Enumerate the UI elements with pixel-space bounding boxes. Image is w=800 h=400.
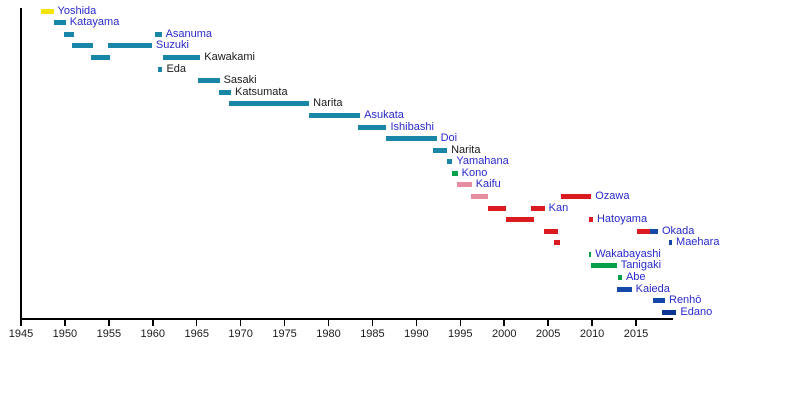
leader-label-doi[interactable]: Doi	[440, 132, 458, 145]
leader-label-asanuma[interactable]: Asanuma	[165, 27, 213, 40]
leader-label-sasaki: Sasaki	[223, 74, 257, 87]
x-axis-tick	[239, 320, 242, 326]
timeline-bar-kono-ldp	[451, 170, 458, 176]
leader-label-kaifu[interactable]: Kaifu	[475, 178, 501, 191]
timeline-bar-okada-dpj	[543, 228, 558, 234]
timeline-bar-doi-sdp	[386, 136, 437, 142]
x-axis-tick	[415, 320, 418, 326]
x-axis-tick-label: 2015	[623, 328, 649, 340]
timeline-bar-eda-sdp	[158, 66, 163, 72]
x-axis-tick-label: 1945	[8, 328, 34, 340]
timeline-bar-maehara-dpj	[554, 240, 560, 246]
leader-label-kawakami: Kawakami	[204, 51, 255, 64]
x-axis-tick-label: 2010	[579, 328, 605, 340]
timeline-bar-hatoyama-dpj	[505, 217, 535, 223]
timeline-bar-katsumata-sdp	[218, 89, 231, 95]
x-axis-tick	[503, 320, 505, 326]
leader-label-edano[interactable]: Edano	[680, 305, 713, 318]
leader-label-eda: Eda	[166, 62, 187, 75]
timeline-bar-kaieda-dp	[616, 286, 632, 292]
leader-label-suzuki[interactable]: Suzuki	[155, 39, 189, 52]
x-axis-tick-label: 1990	[404, 328, 429, 340]
timeline-bar-ishibashi-sdp	[358, 124, 387, 130]
leader-label-ishibashi[interactable]: Ishibashi	[390, 120, 434, 133]
x-axis-tick	[327, 320, 330, 326]
timeline-bar-kaifu-nfp	[456, 182, 472, 188]
x-axis-tick-label: 2005	[535, 328, 561, 340]
timeline-bar-tanigaki-ldp	[591, 263, 617, 269]
timeline-bar-ozawa-nfp	[470, 193, 488, 199]
x-axis-tick	[20, 320, 22, 326]
x-axis-tick-label: 1955	[96, 328, 122, 340]
x-axis-tick	[64, 320, 66, 326]
timeline-bar-kan-dpj	[487, 205, 506, 211]
timeline-bar-sasaki-sdp	[197, 78, 220, 84]
leader-label-kono[interactable]: Kono	[461, 166, 488, 179]
y-axis-line	[20, 8, 22, 320]
legend: Political parties: LPSDPLDPNFPDPJ (96/98…	[0, 355, 800, 400]
x-axis-tick	[459, 320, 462, 326]
leader-label-ozawa[interactable]: Ozawa	[595, 189, 630, 202]
timeline-bar-abe-ldp	[617, 275, 622, 281]
timeline-bar-okada-dp	[650, 228, 658, 234]
x-axis-line	[20, 318, 673, 320]
leader-label-hatoyama[interactable]: Hatoyama	[596, 213, 648, 226]
leader-label-yoshida[interactable]: Yoshida	[57, 4, 97, 17]
leader-label-wakabayashi[interactable]: Wakabayashi	[595, 247, 661, 260]
x-axis-tick	[108, 320, 110, 326]
x-axis-tick-label: 1950	[52, 328, 78, 340]
leader-label-maehara[interactable]: Maehara	[676, 236, 720, 249]
x-axis-tick-label: 1960	[140, 328, 166, 340]
timeline-plot: 1945 1950 1955 1960 1965 1970 1975 1980 1985 1990…	[8, 4, 720, 340]
leader-label-okada[interactable]: Okada	[661, 224, 695, 237]
x-axis-tick-label: 2000	[491, 328, 517, 340]
timeline-bar-yoshida-lp	[41, 8, 54, 14]
x-axis-tick-label: 1985	[360, 328, 385, 340]
x-axis-tick-label: 1970	[228, 328, 253, 340]
x-axis-tick-label: 1995	[448, 328, 473, 340]
x-axis-tick	[195, 320, 198, 326]
leader-label-kaieda[interactable]: Kaieda	[635, 282, 670, 295]
timeline-bar-narita-sdp	[229, 101, 310, 107]
x-axis-tick	[152, 320, 154, 326]
timeline-bar-yamahana-sdp	[447, 159, 453, 165]
leader-label-kan[interactable]: Kan	[548, 201, 569, 214]
x-axis-tick-label: 1975	[272, 328, 297, 340]
timeline-bar-asukata-sdp	[309, 112, 361, 118]
x-axis-tick	[547, 320, 549, 326]
leader-label-renh-[interactable]: Renhō	[669, 294, 702, 307]
leader-label-tanigaki[interactable]: Tanigaki	[620, 259, 662, 272]
timeline-bar-kawakami-sdp	[91, 55, 110, 61]
timeline-bar-suzuki-sdp	[107, 43, 152, 49]
timeline-bar-katayama-sdp	[53, 20, 66, 26]
leader-label-narita: Narita	[313, 97, 343, 110]
x-axis-tick	[283, 320, 286, 326]
timeline-bar-okada-dpj	[636, 228, 651, 234]
x-axis-tick	[371, 320, 374, 326]
timeline-bar-narita-sdp	[433, 147, 448, 153]
timeline-bar-ozawa-dpj	[561, 193, 592, 199]
x-axis-tick-label: 1980	[316, 328, 341, 340]
timeline-bar-asanuma-sdp	[64, 31, 74, 37]
timeline-bar-asanuma-sdp	[155, 31, 162, 37]
timeline-bar-kan-dpj	[530, 205, 545, 211]
timeline-bar-maehara-dp	[668, 240, 673, 246]
timeline-bar-hatoyama-dpj	[588, 217, 593, 223]
timeline-bar-renh--dp	[652, 298, 665, 304]
leader-label-narita: Narita	[451, 143, 481, 156]
x-axis-tick	[635, 320, 637, 326]
x-axis-tick-label: 1965	[184, 328, 209, 340]
leader-label-katsumata: Katsumata	[234, 85, 288, 98]
leader-label-katayama[interactable]: Katayama	[69, 16, 120, 29]
timeline-bar-edano-cdp	[662, 309, 677, 315]
timeline-bar-wakabayashi-ldp	[588, 251, 592, 257]
leader-label-yamahana[interactable]: Yamahana	[456, 155, 509, 168]
timeline-bar-suzuki-sdp	[71, 43, 94, 49]
leader-label-asukata[interactable]: Asukata	[364, 108, 404, 121]
leader-label-abe[interactable]: Abe	[625, 271, 646, 284]
timeline-bar-kawakami-sdp	[163, 55, 201, 61]
x-axis-tick	[591, 320, 593, 326]
